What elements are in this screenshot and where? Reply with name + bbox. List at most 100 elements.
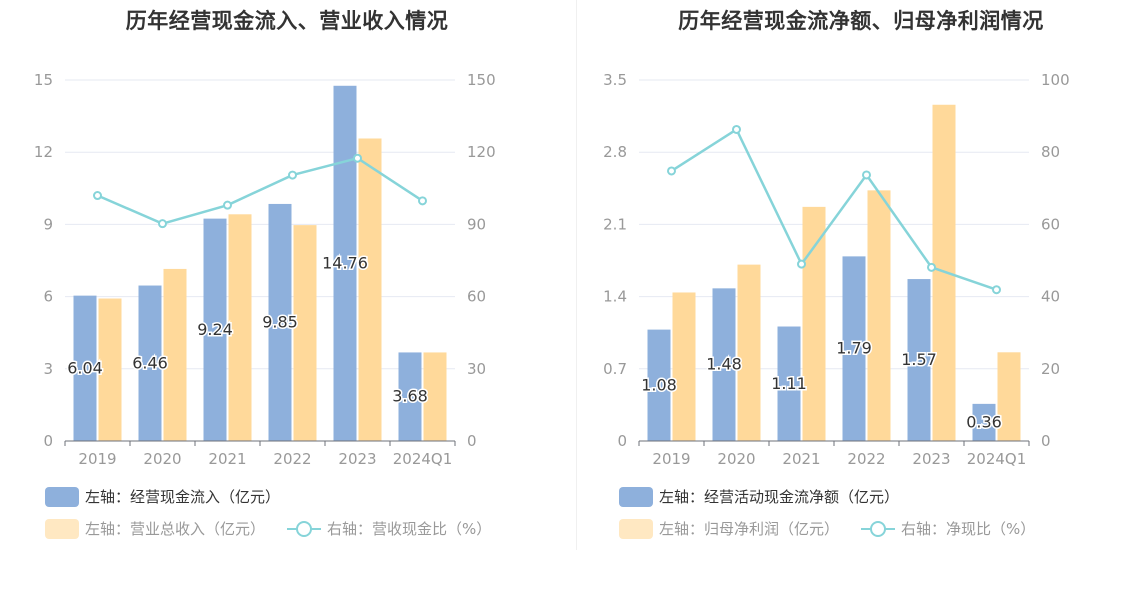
legend-label: 左轴：归母净利润（亿元） (659, 520, 840, 538)
bar-secondary (98, 298, 122, 441)
legend-label: 左轴：经营现金流入（亿元） (85, 488, 281, 506)
y-right-tick-label: 150 (467, 71, 496, 89)
bar-secondary (802, 206, 826, 441)
ratio-point (862, 170, 871, 180)
y-left-tick-label: 15 (34, 71, 53, 89)
bar-primary (333, 85, 357, 441)
bar-data-label: 1.48 (706, 355, 742, 374)
bar-data-label: 1.79 (836, 339, 872, 358)
bar-secondary (867, 190, 891, 441)
bar-secondary (163, 268, 187, 441)
y-left-tick-label: 12 (34, 143, 53, 161)
bar-primary (268, 203, 292, 441)
x-tick-label: 2023 (338, 450, 376, 468)
y-right-tick-label: 80 (1041, 143, 1060, 161)
x-tick-label: 2022 (273, 450, 311, 468)
panel-divider (576, 0, 577, 550)
y-left-tick-label: 0.7 (603, 360, 627, 378)
legend-row: 左轴：经营现金流入（亿元） (45, 486, 280, 507)
ratio-point (223, 200, 232, 210)
bar-primary (203, 218, 227, 441)
bar-primary (777, 326, 801, 441)
bar-data-label: 1.57 (901, 350, 937, 369)
y-left-tick-label: 6 (43, 288, 53, 306)
x-tick-label: 2023 (912, 450, 950, 468)
ratio-point (797, 259, 806, 269)
bar-data-label: 3.68 (392, 387, 428, 406)
y-left-tick-label: 9 (43, 215, 53, 233)
legend-bar-swatch (45, 486, 79, 507)
y-right-tick-label: 30 (467, 360, 486, 378)
y-right-tick-label: 60 (467, 288, 486, 306)
x-tick-label: 2020 (717, 450, 755, 468)
ratio-line (670, 127, 997, 291)
y-right-tick-label: 0 (467, 432, 477, 450)
x-tick-label: 2019 (652, 450, 690, 468)
bar-primary (972, 403, 996, 441)
legend-item[interactable]: 左轴：归母净利润（亿元） (619, 518, 839, 539)
legend-row: 左轴：归母净利润（亿元） 右轴：净现比（%） (619, 518, 1035, 539)
bar-secondary (997, 352, 1021, 441)
bar-data-label: 1.11 (771, 374, 807, 393)
y-right-tick-label: 60 (1041, 215, 1060, 233)
chart-title: 历年经营现金流净额、归母净利润情况 (678, 9, 1044, 33)
x-tick-label: 2021 (208, 450, 246, 468)
bar-data-label: 6.04 (67, 358, 103, 377)
bar-secondary (358, 138, 382, 441)
y-right-tick-label: 90 (467, 215, 486, 233)
legend-bar-swatch (619, 486, 653, 507)
chart-plot-cash-inflow-revenue: 0 0 3 30 6 60 9 90 12 120 15 150 2019 2020 2021 2022 202… (34, 71, 496, 468)
legend-item[interactable]: 左轴：营业总收入（亿元） (45, 518, 265, 539)
legend-item[interactable]: 左轴：经营活动现金流净额（亿元） (619, 486, 899, 507)
x-tick-label: 2020 (143, 450, 181, 468)
x-tick-label: 2024Q1 (967, 450, 1027, 468)
legend-item[interactable]: 右轴：净现比（%） (839, 518, 1035, 539)
y-left-tick-label: 1.4 (603, 288, 627, 306)
x-tick-label: 2019 (78, 450, 116, 468)
ratio-point (288, 170, 297, 180)
y-left-tick-label: 2.1 (603, 215, 627, 233)
ratio-point (418, 196, 427, 206)
y-right-tick-label: 120 (467, 143, 496, 161)
y-left-tick-label: 0 (617, 432, 627, 450)
ratio-point (667, 166, 676, 176)
bar-secondary (293, 225, 317, 441)
bar-data-label: 1.08 (641, 375, 677, 394)
y-left-tick-label: 3.5 (603, 71, 627, 89)
ratio-point (158, 219, 167, 229)
ratio-point (353, 153, 362, 163)
y-left-tick-label: 0 (43, 432, 53, 450)
legend-label: 左轴：经营活动现金流净额（亿元） (659, 488, 900, 506)
legend-item[interactable]: 右轴：营收现金比（%） (265, 518, 491, 539)
legend-line-swatch (861, 519, 896, 539)
ratio-line (97, 156, 424, 226)
bar-data-label: 0.36 (966, 412, 1002, 431)
bar-primary (398, 352, 422, 441)
legend-line-swatch (287, 519, 322, 539)
y-right-tick-label: 0 (1041, 432, 1051, 450)
chart-panel-cash-inflow-revenue: 历年经营现金流入、营业收入情况 0 0 3 30 6 60 9 90 12 120 15 150 201… (0, 0, 574, 560)
y-right-tick-label: 100 (1041, 71, 1070, 89)
bar-data-label: 14.76 (322, 253, 368, 272)
legend-bar-swatch (619, 518, 653, 539)
y-left-tick-label: 2.8 (603, 143, 627, 161)
bar-primary (138, 285, 162, 441)
bar-primary (712, 288, 736, 441)
legend-label: 右轴：净现比（%） (901, 520, 1036, 538)
legend-row: 左轴：经营活动现金流净额（亿元） (619, 486, 899, 507)
chart-plot-net-cash-profit: 0 0 0.7 20 1.4 40 2.1 60 2.8 80 3.5 100 2019 2020 2021… (603, 71, 1070, 468)
bar-secondary (423, 352, 447, 441)
bar-primary (647, 329, 671, 441)
bar-primary (73, 295, 97, 441)
y-right-tick-label: 20 (1041, 360, 1060, 378)
bar-data-label: 9.24 (197, 320, 233, 339)
x-tick-label: 2022 (847, 450, 885, 468)
bar-data-label: 9.85 (262, 312, 298, 331)
bar-secondary (737, 264, 761, 441)
bar-secondary (672, 292, 696, 441)
legend-item[interactable]: 左轴：经营现金流入（亿元） (45, 486, 280, 507)
bar-primary (842, 256, 866, 441)
chart-panel-net-cash-profit: 历年经营现金流净额、归母净利润情况 0 0 0.7 20 1.4 40 2.1 60 2.8 80… (574, 0, 1148, 560)
ratio-point (732, 124, 741, 134)
bar-secondary (228, 214, 252, 441)
